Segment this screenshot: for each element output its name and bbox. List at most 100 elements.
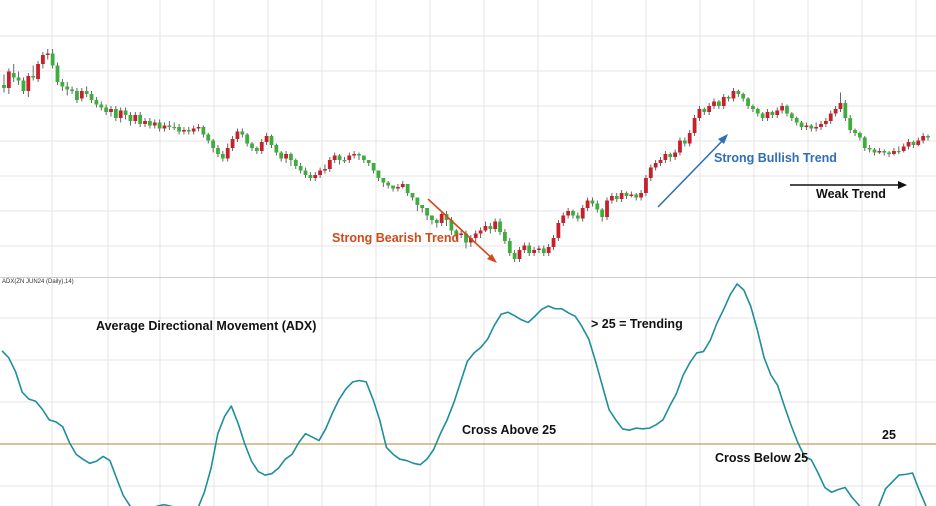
candle-up <box>434 220 439 223</box>
candle-down <box>663 154 668 160</box>
candle-up <box>308 175 313 178</box>
candle-up <box>2 85 6 88</box>
candle-up <box>405 184 410 193</box>
candle-up <box>31 76 36 78</box>
candle-down <box>566 211 571 216</box>
candle-down <box>658 160 663 163</box>
candle-up <box>366 160 371 163</box>
candle-up <box>926 136 930 138</box>
candle-up <box>746 98 750 106</box>
candle-up <box>600 209 605 217</box>
candle-down <box>532 250 536 253</box>
candle-down <box>687 133 692 144</box>
candle-up <box>274 145 279 153</box>
candle-down <box>697 109 702 118</box>
candle-down <box>468 238 473 243</box>
candle-down <box>26 76 31 91</box>
candle-down <box>347 155 352 160</box>
candle-up <box>245 134 250 144</box>
candle-down <box>483 226 488 231</box>
candle-down <box>629 194 634 196</box>
candle-up <box>449 220 454 231</box>
candle-up <box>167 125 172 127</box>
candle-down <box>235 131 240 139</box>
candle-up <box>371 163 376 171</box>
candle-up <box>240 131 245 135</box>
candle-down <box>264 136 269 142</box>
candle-up <box>420 205 425 208</box>
bullish-arrowhead <box>718 134 728 144</box>
candle-up <box>104 107 109 112</box>
candle-up <box>454 230 459 235</box>
candle-down <box>152 122 157 126</box>
candle-up <box>896 151 901 153</box>
candle-up <box>381 178 386 183</box>
candle-down <box>396 187 400 189</box>
weak-arrowhead <box>898 181 907 189</box>
candle-up <box>726 97 731 99</box>
candle-up <box>99 104 104 108</box>
candle-up <box>634 194 639 198</box>
candle-down <box>653 163 658 168</box>
candle-down <box>707 106 712 112</box>
candle-up <box>751 106 755 109</box>
candle-down <box>814 127 819 129</box>
candle-up <box>488 226 493 229</box>
cross-above-label: Cross Above 25 <box>462 423 556 437</box>
candle-down <box>721 97 726 106</box>
candle-up <box>376 170 381 178</box>
candle-up <box>172 127 177 129</box>
candle-down <box>118 110 123 118</box>
candle-down <box>648 167 653 178</box>
candle-up <box>741 94 746 99</box>
candle-down <box>143 121 147 124</box>
candle-down <box>838 103 843 109</box>
candle-up <box>410 193 415 198</box>
candle-up <box>128 115 133 121</box>
candle-up <box>755 109 760 114</box>
candle-down <box>259 142 264 151</box>
candle-up <box>361 155 366 160</box>
bearish-trend-arrow <box>427 198 496 262</box>
candle-down <box>556 223 561 238</box>
candle-up <box>269 136 274 145</box>
candle-up <box>682 140 687 144</box>
candle-up <box>84 91 89 94</box>
candle-up <box>65 86 70 90</box>
candle-down <box>517 250 522 259</box>
candle-down <box>182 130 186 132</box>
candle-down <box>546 247 551 253</box>
bearish-trend-label: Strong Bearish Trend <box>332 231 459 245</box>
candle-up <box>430 215 434 220</box>
candle-up <box>853 130 857 133</box>
candle-down <box>284 154 288 159</box>
candle-up <box>614 196 619 199</box>
candle-up <box>872 149 877 153</box>
candle-down <box>196 127 201 129</box>
candle-up <box>498 221 502 232</box>
candle-down <box>644 178 648 193</box>
candle-down <box>551 238 556 247</box>
candle-down <box>780 106 785 111</box>
candle-down <box>561 215 566 223</box>
candle-down <box>692 118 697 133</box>
candle-up <box>94 100 99 105</box>
weak-trend-label: Weak Trend <box>816 187 886 201</box>
candle-down <box>580 208 585 219</box>
candle-down <box>906 142 911 147</box>
candle-up <box>342 160 347 162</box>
candle-up <box>425 208 429 216</box>
candle-up <box>16 77 21 81</box>
bearish-arrowhead <box>487 254 497 263</box>
candle-down <box>775 110 780 115</box>
candle-up <box>789 113 794 118</box>
candle-down <box>522 245 527 250</box>
adx-title: Average Directional Movement (ADX) <box>96 319 316 333</box>
candle-up <box>760 113 765 118</box>
candle-up <box>220 154 225 159</box>
candle-down <box>765 112 770 118</box>
candle-down <box>892 151 896 154</box>
candle-down <box>332 155 337 160</box>
candle-down <box>313 175 318 178</box>
